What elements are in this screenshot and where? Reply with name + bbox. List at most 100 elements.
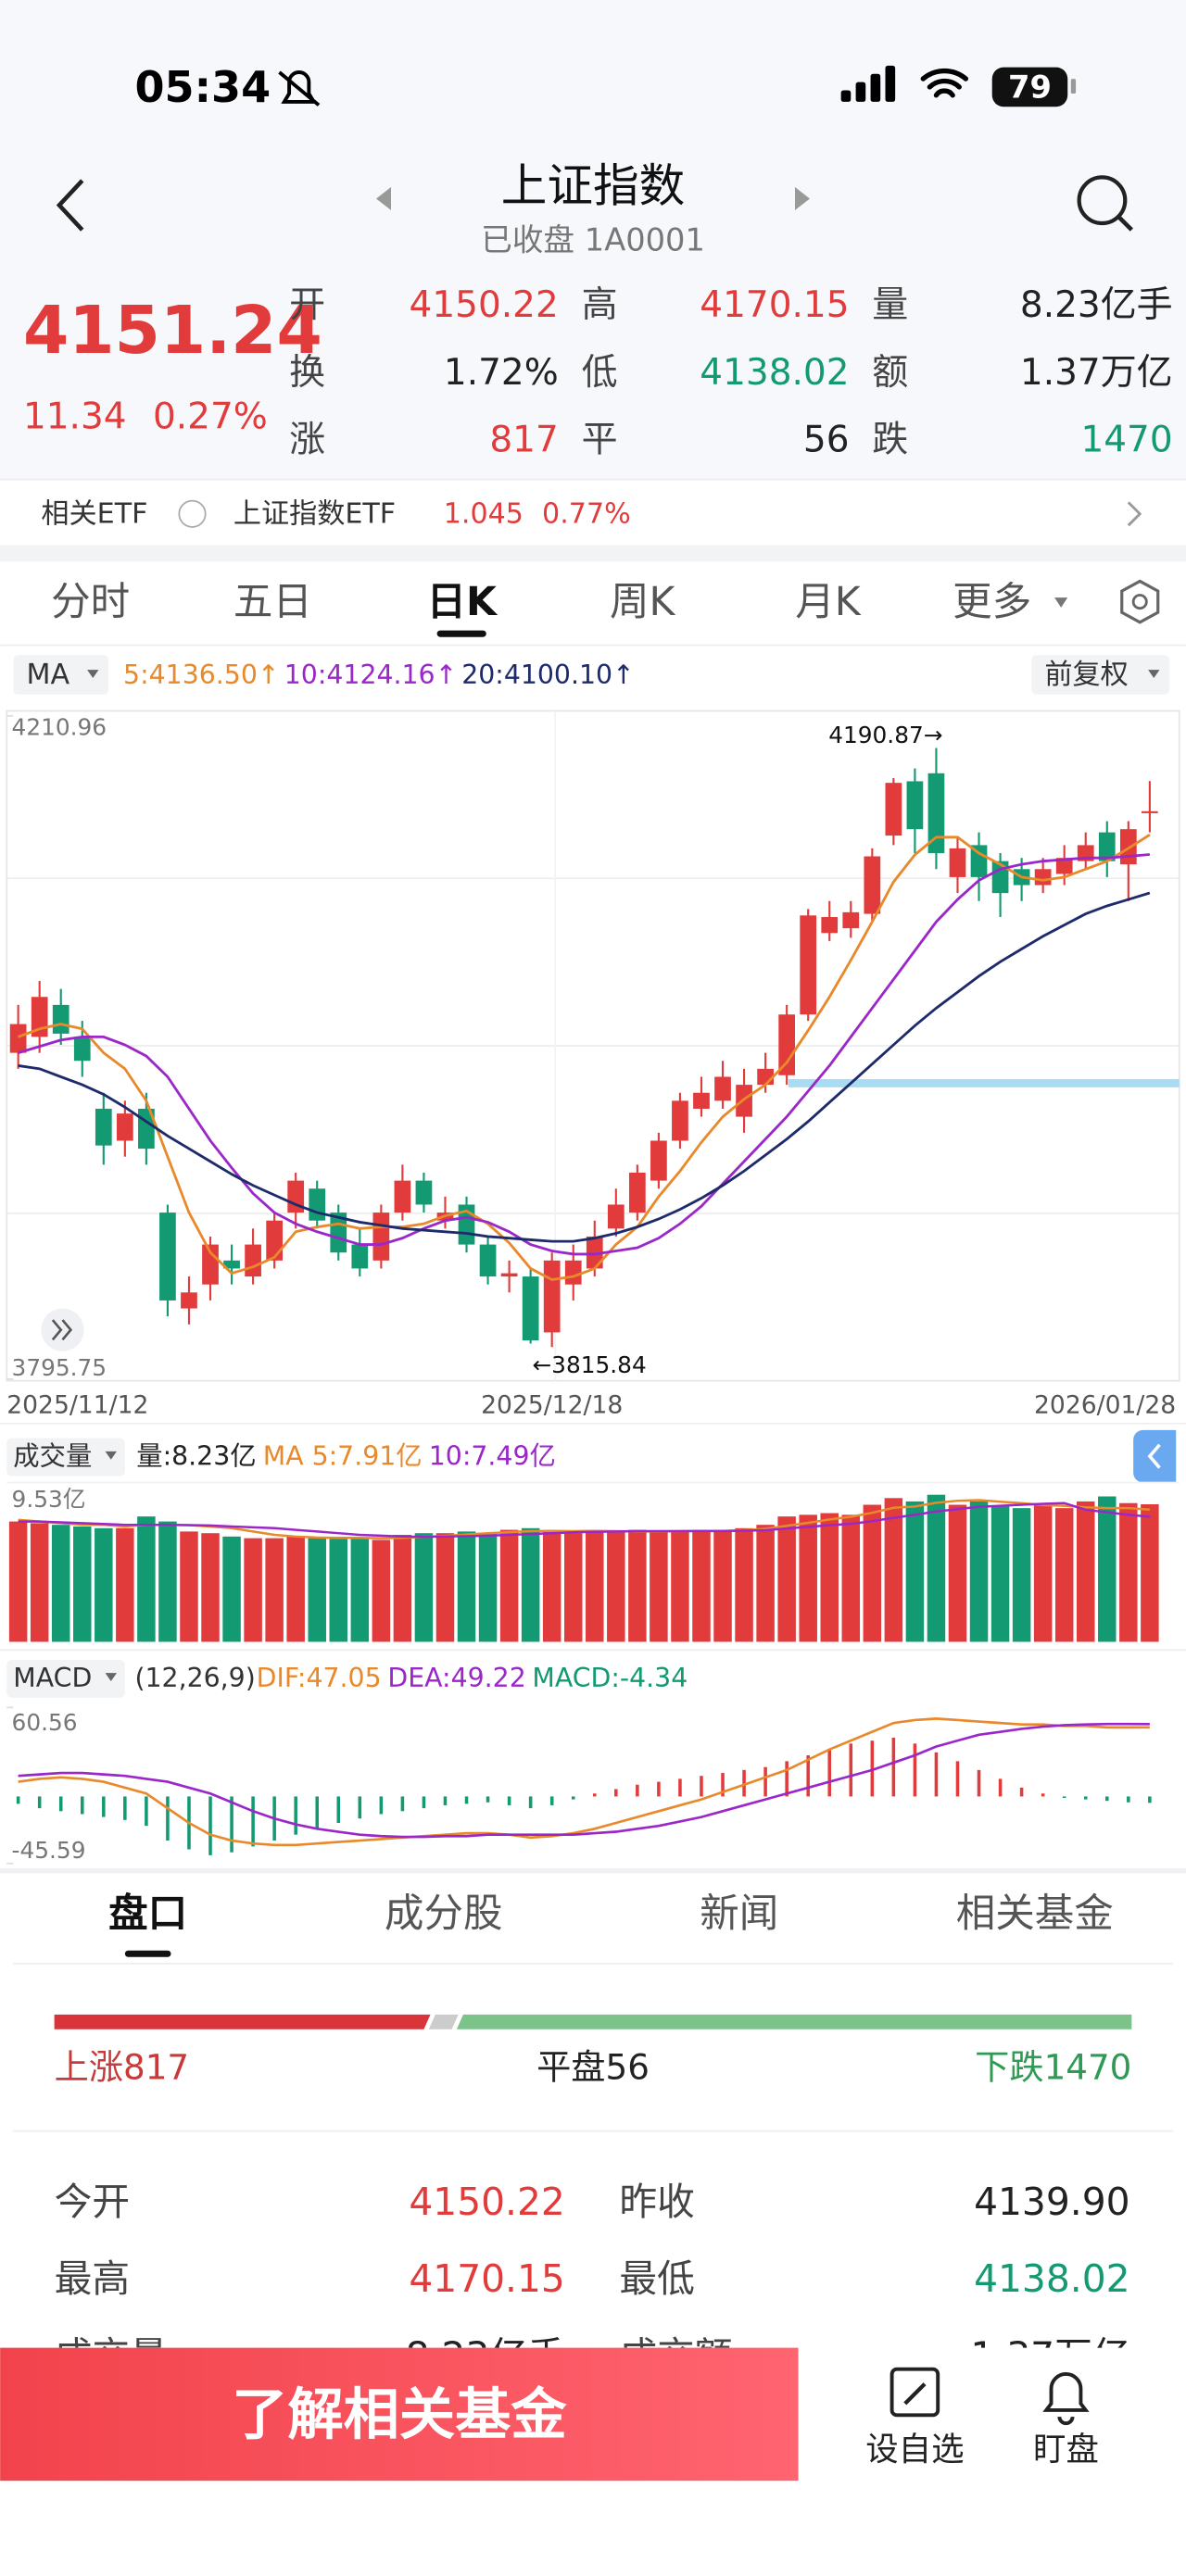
search-icon[interactable] bbox=[1077, 175, 1128, 226]
adjust-select[interactable] bbox=[1031, 655, 1170, 695]
candle-body bbox=[1055, 858, 1073, 874]
volume-bar bbox=[244, 1538, 262, 1642]
volume-legend: 10:7.49亿 bbox=[429, 1441, 556, 1472]
period-tab[interactable]: 周K bbox=[610, 580, 676, 625]
extreme-label: ←3815.84 bbox=[532, 1351, 646, 1378]
section-gap bbox=[0, 1868, 1186, 1874]
candle-body bbox=[800, 915, 817, 1015]
y-tick-label: 9.53亿 bbox=[12, 1486, 86, 1513]
field-value: 4138.02 bbox=[974, 2256, 1130, 2301]
stat-label: 低 bbox=[582, 352, 618, 394]
detail-tab[interactable]: 相关基金 bbox=[956, 1891, 1114, 1937]
zoom-icon bbox=[51, 1319, 73, 1341]
field-label: 今开 bbox=[55, 2180, 131, 2224]
volume-bar bbox=[563, 1533, 583, 1642]
candle-body bbox=[500, 1273, 518, 1277]
macd-legend: DEA:49.22 bbox=[387, 1663, 525, 1693]
signal-bar bbox=[885, 65, 896, 102]
detail-tab[interactable]: 成分股 bbox=[385, 1891, 503, 1937]
detail-tab[interactable]: 新闻 bbox=[700, 1891, 778, 1937]
etf-name[interactable]: 上证指数ETF bbox=[233, 497, 396, 530]
candle-body bbox=[970, 845, 988, 877]
indicator-select[interactable] bbox=[6, 1438, 125, 1476]
period-tab[interactable]: 日K bbox=[426, 580, 498, 625]
extreme-label: 4190.87→ bbox=[828, 722, 942, 748]
volume-bar bbox=[905, 1501, 925, 1642]
collapse-icon bbox=[1147, 1443, 1161, 1469]
stat-value: 4170.15 bbox=[700, 284, 849, 326]
macd-title: MACD bbox=[13, 1663, 92, 1693]
action-label[interactable]: 盯盘 bbox=[1033, 2431, 1099, 2469]
next-index[interactable] bbox=[795, 187, 810, 210]
candle-body bbox=[864, 856, 881, 914]
period-tab[interactable]: 五日 bbox=[233, 580, 312, 625]
stat-label: 涨 bbox=[289, 420, 325, 461]
cta-label[interactable]: 了解相关基金 bbox=[232, 2382, 567, 2447]
volume-bar bbox=[308, 1538, 326, 1642]
ma-line bbox=[18, 834, 1151, 1281]
ma-legend: 10:4124.16↑ bbox=[284, 660, 458, 690]
candle-body bbox=[586, 1236, 603, 1269]
volume-bar bbox=[820, 1513, 839, 1642]
breadth-flat-label: 平盘56 bbox=[536, 2047, 650, 2088]
caret bbox=[87, 670, 99, 679]
period-tab[interactable]: 分时 bbox=[51, 580, 130, 625]
volume-bar bbox=[372, 1539, 391, 1642]
candle-body bbox=[1119, 829, 1137, 865]
settings-icon[interactable] bbox=[1120, 579, 1160, 624]
volume-bar bbox=[350, 1538, 370, 1642]
volume-bar bbox=[1119, 1502, 1138, 1642]
candle-body bbox=[159, 1213, 176, 1301]
volume-bar bbox=[1141, 1503, 1159, 1642]
stat-value: 1.37万亿 bbox=[1020, 352, 1173, 394]
stat-label: 开 bbox=[289, 284, 325, 326]
macd-legend: MACD:-4.34 bbox=[532, 1663, 688, 1693]
volume-bar bbox=[969, 1501, 989, 1642]
volume-bar bbox=[713, 1529, 732, 1642]
stat-value: 4150.22 bbox=[410, 284, 559, 326]
etf-chevron[interactable] bbox=[1127, 501, 1142, 527]
volume-bar bbox=[586, 1531, 604, 1642]
breadth-flat bbox=[428, 2014, 459, 2029]
x-tick-label: 2026/01/28 bbox=[1034, 1391, 1176, 1420]
volume-bar bbox=[414, 1533, 434, 1642]
period-tab[interactable]: 更多 bbox=[953, 580, 1031, 625]
volume-bar bbox=[650, 1531, 668, 1642]
back-button[interactable] bbox=[56, 179, 84, 232]
volume-bar bbox=[990, 1506, 1010, 1642]
stat-label: 换 bbox=[289, 352, 325, 394]
candle-body bbox=[95, 1108, 112, 1146]
detail-tab[interactable]: 盘口 bbox=[108, 1891, 187, 1937]
volume-title: 成交量 bbox=[13, 1441, 92, 1472]
zoom-button[interactable] bbox=[41, 1308, 84, 1351]
action-label[interactable]: 设自选 bbox=[865, 2431, 964, 2469]
indicator-select[interactable] bbox=[13, 655, 109, 695]
indicator-select[interactable] bbox=[6, 1659, 125, 1698]
volume-bar bbox=[799, 1514, 817, 1642]
volume-legend: MA 5:7.91亿 bbox=[263, 1441, 423, 1472]
watch-icon[interactable] bbox=[890, 2367, 940, 2418]
volume-bar bbox=[1076, 1501, 1095, 1642]
field-value: 4139.90 bbox=[974, 2180, 1130, 2224]
page-title: 上证指数 bbox=[501, 158, 685, 212]
volume-bar bbox=[542, 1531, 561, 1642]
settings-dot bbox=[1131, 594, 1148, 610]
volume-bar bbox=[116, 1527, 134, 1642]
volume-ma-line bbox=[18, 1502, 1150, 1539]
volume-bar bbox=[435, 1533, 455, 1642]
candle-body bbox=[672, 1100, 688, 1141]
volume-bar bbox=[30, 1523, 49, 1642]
period-tab[interactable]: 月K bbox=[795, 580, 862, 625]
volume-bar bbox=[158, 1521, 177, 1642]
stat-value: 1.72% bbox=[444, 352, 559, 394]
ma-legend: 5:4136.50↑ bbox=[123, 660, 280, 690]
collapse-button[interactable] bbox=[1133, 1429, 1177, 1483]
ma-line bbox=[18, 891, 1151, 1243]
cta-button[interactable] bbox=[0, 2347, 799, 2482]
volume-bar bbox=[628, 1529, 647, 1642]
prev-index[interactable] bbox=[376, 187, 391, 210]
monitor-icon[interactable] bbox=[1042, 2372, 1090, 2426]
stat-label: 跌 bbox=[872, 420, 908, 461]
volume-bar bbox=[607, 1531, 625, 1642]
